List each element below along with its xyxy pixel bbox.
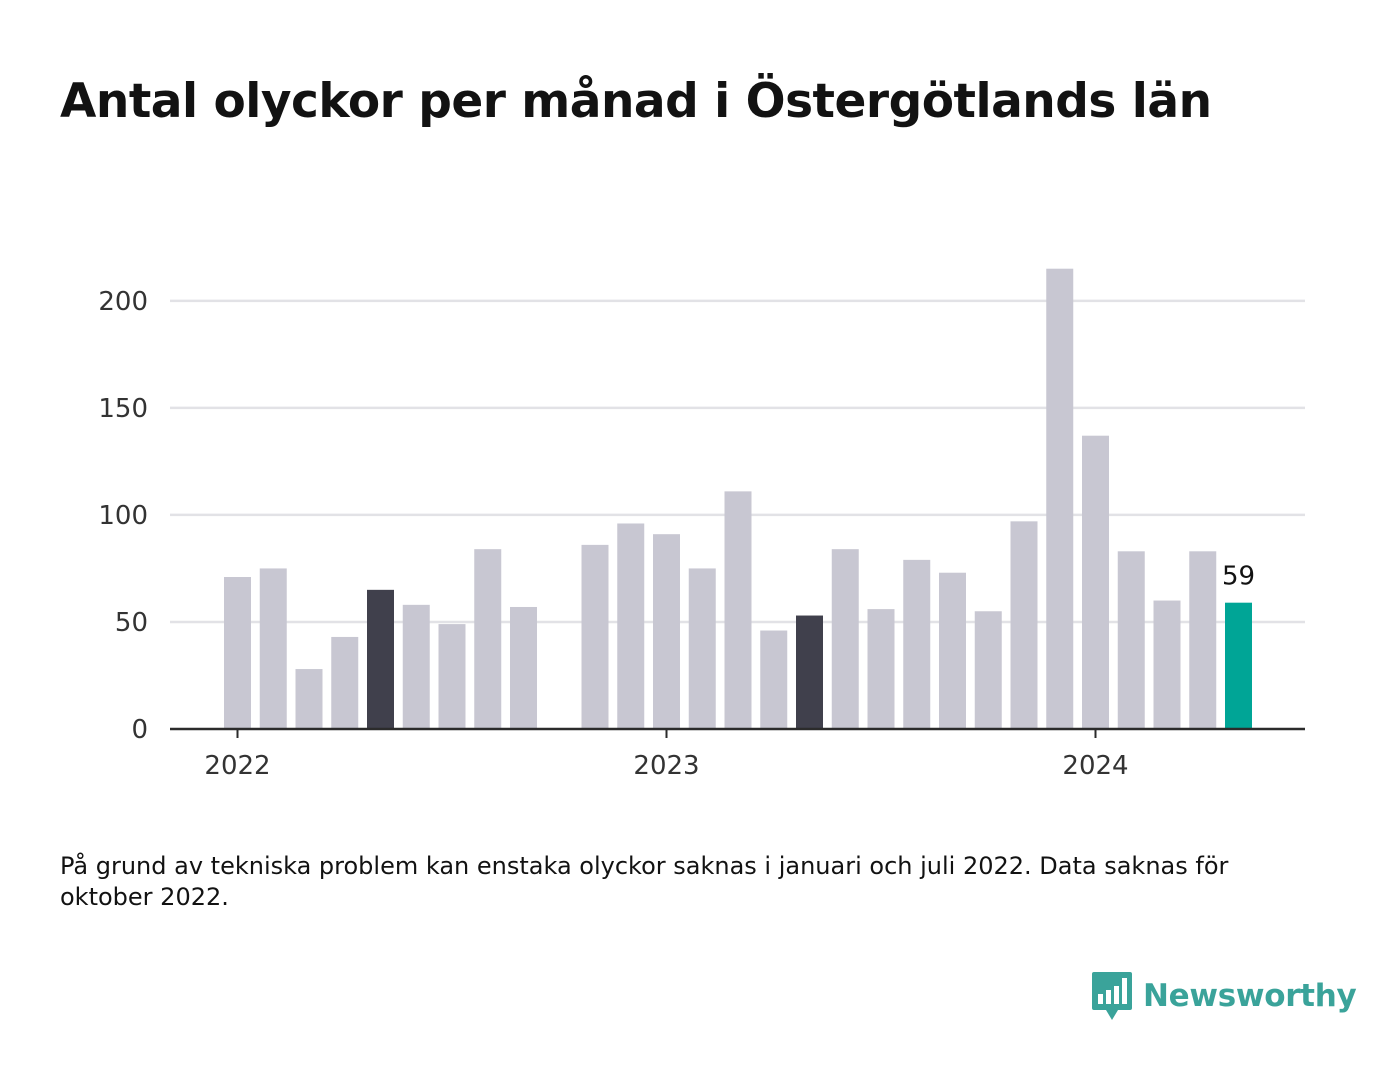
bar-2024-05 — [1225, 602, 1252, 729]
bar-2023-03 — [724, 491, 752, 729]
y-tick-label: 100 — [98, 501, 148, 531]
bar-2022-06 — [402, 604, 430, 729]
bar-2022-04 — [331, 636, 359, 729]
x-tick-label: 2022 — [204, 751, 270, 781]
bar-2022-07 — [438, 624, 466, 729]
y-tick-label: 200 — [98, 287, 148, 317]
bar-2023-08 — [903, 559, 931, 729]
brand-logo[interactable]: Newsworthy — [1091, 968, 1357, 1024]
bar-2023-01 — [653, 534, 680, 729]
bar-2022-01 — [224, 576, 251, 729]
bar-2023-10 — [974, 611, 1002, 729]
chart-footnote: På grund av tekniska problem kan enstaka… — [60, 852, 1229, 911]
brand-name: Newsworthy — [1143, 978, 1357, 1014]
labels: 0 50 100 150 200 59 2022 2023 2024 — [98, 287, 1305, 781]
bar-2023-09 — [939, 572, 966, 729]
chart-title: Antal olyckor per månad i Östergötlands … — [60, 74, 1212, 129]
bar-2022-11 — [581, 544, 609, 729]
bar-2022-05 — [367, 589, 394, 729]
bar-2023-04 — [760, 630, 788, 729]
bar-2022-12 — [617, 523, 645, 729]
y-tick-label: 150 — [98, 394, 148, 424]
y-tick-label: 0 — [131, 715, 148, 745]
bar-2023-11 — [1010, 521, 1038, 729]
bar-2023-12 — [1046, 268, 1074, 729]
y-tick-label: 50 — [115, 608, 148, 638]
bar-2024-03 — [1153, 600, 1181, 729]
bar-2023-06 — [831, 549, 859, 729]
bar-2023-02 — [688, 568, 716, 729]
x-tick-label: 2023 — [633, 751, 699, 781]
bar-2024-04 — [1189, 551, 1217, 729]
bars — [224, 268, 1252, 729]
bar-2022-09 — [510, 606, 537, 729]
bar-chart: 0 50 100 150 200 59 2022 2023 2024 — [98, 268, 1305, 781]
bar-value-label: 59 — [1222, 562, 1255, 592]
bar-2022-08 — [474, 549, 502, 729]
bar-2023-05 — [796, 615, 823, 729]
bar-2022-03 — [295, 669, 323, 729]
newsworthy-logo-icon — [1092, 972, 1132, 1020]
bar-2024-02 — [1117, 551, 1145, 729]
bar-2023-07 — [867, 609, 895, 729]
bar-2022-02 — [259, 568, 287, 729]
x-tick-label: 2024 — [1062, 751, 1128, 781]
bar-2024-01 — [1082, 435, 1109, 729]
